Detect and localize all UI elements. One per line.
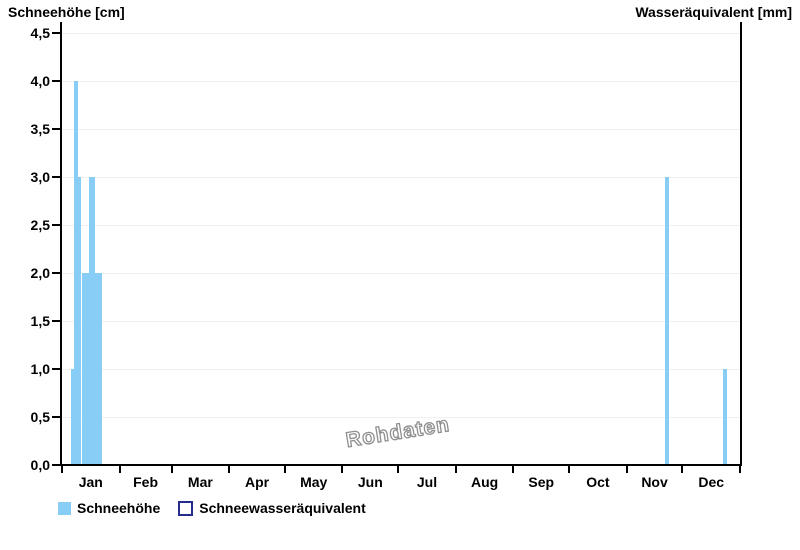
right-axis-title: Wasseräquivalent [mm]: [635, 4, 792, 20]
y-tick-label: 0,5: [30, 409, 50, 425]
x-tick: [454, 465, 457, 473]
month-label: Feb: [133, 474, 159, 490]
gridline: [62, 177, 740, 178]
y-axis-line-left: [60, 22, 62, 466]
watermark: Rohdaten: [344, 412, 452, 453]
legend-label-schneewasseraequivalent: Schneewasseräquivalent: [199, 500, 366, 516]
x-tick: [739, 465, 741, 473]
gridline: [62, 417, 740, 418]
gridline: [62, 81, 740, 82]
bar-schneehoehe: [77, 177, 82, 465]
month-label: Apr: [244, 474, 270, 490]
bar-schneehoehe: [88, 177, 96, 465]
y-tick: [52, 224, 61, 226]
x-tick: [512, 465, 515, 473]
x-tick: [625, 465, 628, 473]
bar-schneehoehe: [95, 273, 103, 465]
month-label: Jul: [416, 474, 438, 490]
left-axis-title: Schneehöhe [cm]: [8, 4, 125, 20]
x-tick: [170, 465, 173, 473]
y-tick-label: 1,5: [30, 313, 50, 329]
y-tick: [52, 368, 61, 370]
x-tick: [228, 465, 231, 473]
gridline: [62, 129, 740, 130]
month-label: Oct: [586, 474, 610, 490]
y-tick-label: 4,0: [30, 73, 50, 89]
bar-schneehoehe: [73, 81, 78, 465]
y-tick-label: 2,5: [30, 217, 50, 233]
month-label: Dec: [698, 474, 725, 490]
y-tick: [52, 32, 61, 34]
legend-item-schneehoehe: Schneehöhe: [58, 500, 160, 516]
month-label: Nov: [641, 474, 668, 490]
y-tick: [52, 176, 61, 178]
gridline: [62, 369, 740, 370]
y-tick: [52, 272, 61, 274]
x-tick: [118, 465, 121, 473]
gridline: [62, 273, 740, 274]
month-label: May: [300, 474, 328, 490]
y-tick-label: 3,5: [30, 121, 50, 137]
gridline: [62, 321, 740, 322]
month-label: Jan: [78, 474, 103, 490]
y-tick-label: 2,0: [30, 265, 50, 281]
y-tick-label: 1,0: [30, 361, 50, 377]
month-label: Sep: [528, 474, 555, 490]
bar-schneehoehe: [81, 273, 89, 465]
legend-label-schneehoehe: Schneehöhe: [77, 500, 161, 516]
legend-swatch-filled-icon: [58, 501, 71, 515]
y-tick-label: 3,0: [30, 169, 50, 185]
bar-schneehoehe: [665, 177, 670, 465]
y-tick: [52, 416, 61, 418]
legend-swatch-outlined-icon: [178, 500, 194, 516]
month-label: Aug: [470, 474, 499, 490]
y-tick: [52, 464, 61, 466]
gridline: [62, 33, 740, 34]
x-tick: [568, 465, 571, 473]
y-tick-label: 0,0: [30, 457, 50, 473]
month-label: Jun: [357, 474, 383, 490]
bar-schneehoehe: [71, 369, 74, 465]
gridline: [62, 225, 740, 226]
y-axis-line-right: [740, 22, 742, 466]
x-tick: [61, 465, 63, 473]
y-tick: [52, 320, 61, 322]
legend: Schneehöhe Schneewasseräquivalent: [58, 500, 366, 516]
plot-area: Rohdaten: [62, 22, 740, 465]
x-tick: [341, 465, 344, 473]
legend-item-schneewasseraequivalent: Schneewasseräquivalent: [178, 500, 366, 516]
x-tick: [397, 465, 400, 473]
x-tick: [681, 465, 684, 473]
x-tick: [283, 465, 286, 473]
y-tick-label: 4,5: [30, 25, 50, 41]
month-label: Mar: [187, 474, 213, 490]
y-tick: [52, 80, 61, 82]
y-tick: [52, 128, 61, 130]
x-axis-line: [60, 464, 742, 466]
bar-schneehoehe: [723, 369, 728, 465]
